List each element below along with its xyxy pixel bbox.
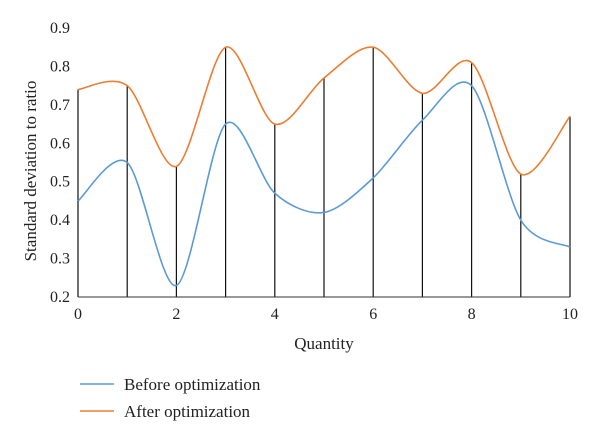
y-axis-ticks: 0.2 0.3 0.4 0.5 0.6 0.7 0.8 0.9 — [50, 20, 70, 306]
legend-label: After optimization — [124, 402, 251, 421]
drop-lines — [77, 47, 571, 297]
y-tick-label: 0.2 — [50, 289, 70, 306]
y-tick-label: 0.5 — [50, 174, 70, 191]
legend: Before optimization After optimization — [80, 375, 261, 421]
y-tick-label: 0.7 — [50, 97, 70, 114]
x-axis-ticks: 0 2 4 6 8 10 — [74, 306, 578, 323]
y-tick-label: 0.9 — [50, 20, 70, 37]
x-tick-label: 8 — [468, 306, 476, 323]
y-axis-title: Standard deviation to ratio — [21, 81, 40, 262]
x-tick-label: 10 — [562, 306, 578, 323]
legend-label: Before optimization — [124, 375, 261, 394]
y-tick-label: 0.3 — [50, 251, 70, 268]
y-tick-label: 0.8 — [50, 58, 70, 75]
x-tick-label: 6 — [369, 306, 377, 323]
y-tick-label: 0.4 — [50, 212, 70, 229]
x-tick-label: 0 — [74, 306, 82, 323]
x-axis-title: Quantity — [294, 334, 354, 353]
x-tick-label: 2 — [172, 306, 180, 323]
series-line — [77, 81, 571, 287]
series-lines — [77, 46, 571, 287]
series-line — [77, 46, 571, 176]
y-tick-label: 0.6 — [50, 135, 70, 152]
x-tick-label: 4 — [271, 306, 279, 323]
